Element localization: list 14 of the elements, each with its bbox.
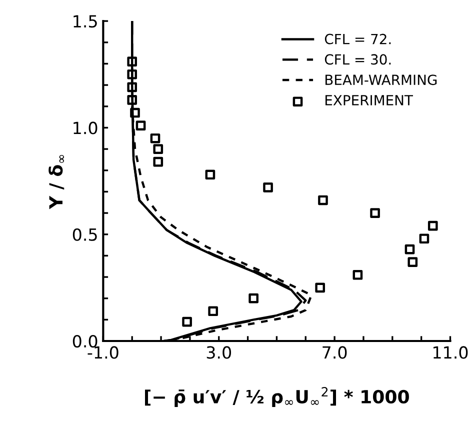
- x-tick-label: -1.0: [88, 346, 118, 359]
- legend-label: BEAM-WARMING: [326, 74, 437, 86]
- x-tick-label: 11.0: [434, 346, 468, 359]
- y-tick-label: 1.0: [74, 122, 98, 134]
- legend-label: CFL = 30.: [324, 54, 391, 65]
- x-tick-label: 3.0: [206, 346, 232, 359]
- x-tick-label: 7.0: [322, 346, 347, 359]
- y-axis-title: Y / δ$_{∞}$: [48, 155, 64, 210]
- legend-label: EXPERIMENT: [326, 95, 413, 106]
- y-tick-label: 0.5: [72, 228, 97, 241]
- legend-label: CFL = 72.: [324, 34, 391, 44]
- y-tick-label: 1.5: [74, 15, 97, 28]
- x-axis-title: [− ρ̄ u′v′ / ½ ρ$_{∞}$U$_{∞}$$^{2}$] * 1000: [145, 387, 409, 408]
- y-tick-label: 0.0: [72, 334, 98, 348]
